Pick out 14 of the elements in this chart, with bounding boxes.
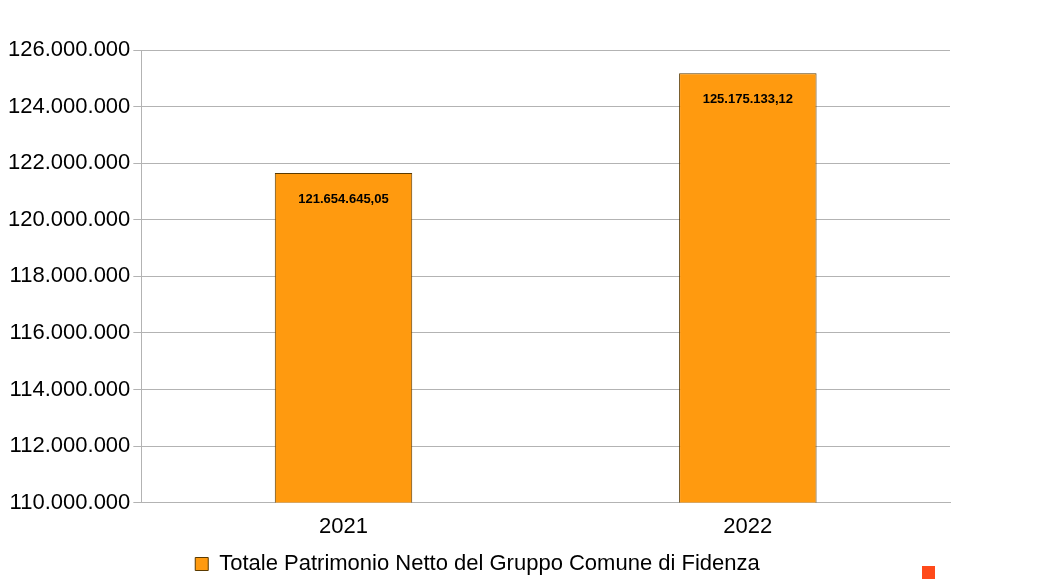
x-tick-label: 2021 xyxy=(319,512,368,538)
y-tick-label: 118.000.000 xyxy=(9,262,131,288)
data-label: 121.654.645,05 xyxy=(298,191,389,206)
x-tick-label: 2022 xyxy=(723,512,773,538)
legend-label: Totale Patrimonio Netto del Gruppo Comune di Fidenza xyxy=(219,550,761,576)
y-tick-label: 120.000.000 xyxy=(8,205,131,231)
y-tick-label: 122.000.000 xyxy=(8,149,131,175)
data-label: 125.175.133,12 xyxy=(702,91,794,107)
y-tick-label: 110.000.000 xyxy=(9,488,131,514)
y-tick-label: 116.000.000 xyxy=(9,318,131,344)
y-tick-label: 112.000.000 xyxy=(9,432,131,458)
y-tick-label: 126.000.000 xyxy=(8,36,131,62)
y-tick-label: 114.000.000 xyxy=(9,375,131,401)
y-tick-label: 124.000.000 xyxy=(8,92,131,118)
